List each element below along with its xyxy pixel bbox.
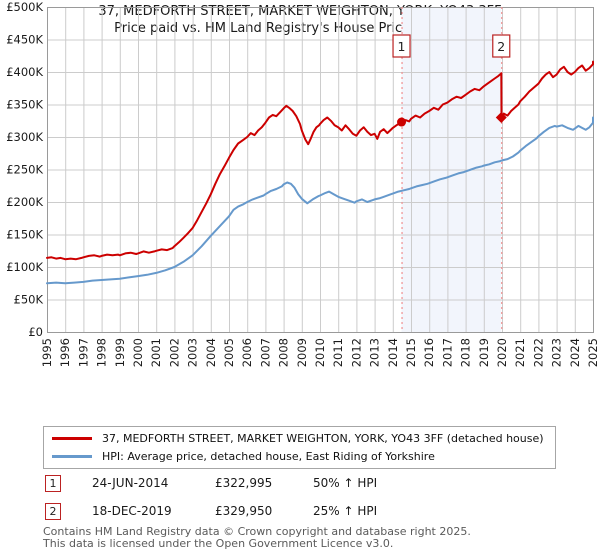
- x-tick-label: 2019: [477, 338, 491, 367]
- x-tick-label: 2016: [422, 338, 436, 367]
- x-tick-label: 2014: [386, 338, 400, 367]
- y-tick-label: £300K: [6, 130, 43, 144]
- property-series-line: [46, 60, 594, 261]
- sale-1-number-badge: 1: [45, 475, 61, 492]
- x-tick-label: 2009: [295, 338, 309, 367]
- sale-annotation-2: 2 18-DEC-2019 £329,950 25% ↑ HPI: [0, 503, 600, 521]
- x-tick-label: 2018: [459, 338, 473, 367]
- price-history-chart: 1 2 £0 £50K £100K £150K £200K £250K £300K £350K £4…: [6, 0, 600, 367]
- hpi-series-line: [46, 116, 594, 285]
- x-tick-label: 1998: [95, 338, 109, 367]
- sale-annotation-1: 1 24-JUN-2014 £322,995 50% ↑ HPI: [0, 475, 600, 493]
- sale-2-price: £329,950: [215, 504, 273, 518]
- x-tick-label: 2001: [149, 338, 163, 367]
- legend-label-property: 37, MEDFORTH STREET, MARKET WEIGHTON, YO…: [102, 432, 544, 445]
- sale-marker-2: [495, 112, 507, 124]
- y-tick-label: £150K: [6, 228, 43, 242]
- y-tick-label: £350K: [6, 98, 43, 112]
- sale-2-date: 18-DEC-2019: [92, 504, 172, 518]
- x-tick-label: 1995: [40, 338, 54, 367]
- y-tick-label: £500K: [6, 0, 43, 14]
- x-tick-label: 2003: [186, 338, 200, 367]
- y-tick-label: £0: [28, 325, 43, 339]
- property-line-swatch: [52, 437, 92, 440]
- sale-flag-label-1: 1: [398, 39, 406, 54]
- y-tick-label: £450K: [6, 33, 43, 47]
- sale-1-date: 24-JUN-2014: [92, 476, 169, 490]
- x-tick-label: 2021: [513, 338, 527, 367]
- x-tick-label: 2015: [404, 338, 418, 367]
- x-tick-label: 2005: [222, 338, 236, 367]
- sale-1-hpi-delta: 50% ↑ HPI: [313, 476, 378, 490]
- y-tick-label: £50K: [14, 293, 44, 307]
- legend-item-property: 37, MEDFORTH STREET, MARKET WEIGHTON, YO…: [44, 432, 555, 445]
- x-tick-label: 2025: [586, 338, 600, 367]
- x-tick-label: 2004: [204, 338, 218, 367]
- x-tick-label: 2023: [550, 338, 564, 367]
- x-tick-label: 2012: [349, 338, 363, 367]
- x-tick-label: 2006: [240, 338, 254, 367]
- license-note-line1: Contains HM Land Registry data © Crown c…: [43, 525, 471, 538]
- x-tick-label: 2024: [568, 338, 582, 367]
- sale-flag-label-2: 2: [497, 39, 505, 54]
- sale-2-hpi-delta: 25% ↑ HPI: [313, 504, 378, 518]
- y-tick-label: £250K: [6, 163, 43, 177]
- sale-2-number-badge: 2: [45, 503, 61, 520]
- x-tick-label: 2007: [258, 338, 272, 367]
- legend-label-hpi: HPI: Average price, detached house, East…: [102, 450, 435, 463]
- x-tick-label: 2008: [277, 338, 291, 367]
- x-tick-label: 2010: [313, 338, 327, 367]
- license-note-line2: This data is licensed under the Open Gov…: [43, 536, 394, 550]
- legend: 37, MEDFORTH STREET, MARKET WEIGHTON, YO…: [43, 426, 556, 469]
- sale-flag-2: [492, 34, 511, 58]
- x-tick-label: 2002: [167, 338, 181, 367]
- y-tick-label: £200K: [6, 195, 43, 209]
- y-tick-label: £400K: [6, 65, 43, 79]
- legend-item-hpi: HPI: Average price, detached house, East…: [44, 450, 555, 463]
- x-tick-label: 1996: [58, 338, 72, 367]
- x-tick-label: 1997: [76, 338, 90, 367]
- license-note: Contains HM Land Registry data © Crown c…: [43, 526, 583, 549]
- x-tick-label: 2000: [131, 338, 145, 367]
- x-tick-label: 2017: [440, 338, 454, 367]
- x-tick-label: 2013: [368, 338, 382, 367]
- x-tick-label: 2020: [495, 338, 509, 367]
- sale-flag-1: [392, 34, 411, 58]
- sale-1-price: £322,995: [215, 476, 273, 490]
- y-tick-label: £100K: [6, 260, 43, 274]
- x-tick-label: 2022: [531, 338, 545, 367]
- plot-frame: [47, 7, 594, 333]
- x-tick-label: 2011: [331, 338, 345, 367]
- hpi-line-swatch: [52, 455, 92, 458]
- sale-marker-1: [397, 117, 407, 127]
- x-tick-label: 1999: [113, 338, 127, 367]
